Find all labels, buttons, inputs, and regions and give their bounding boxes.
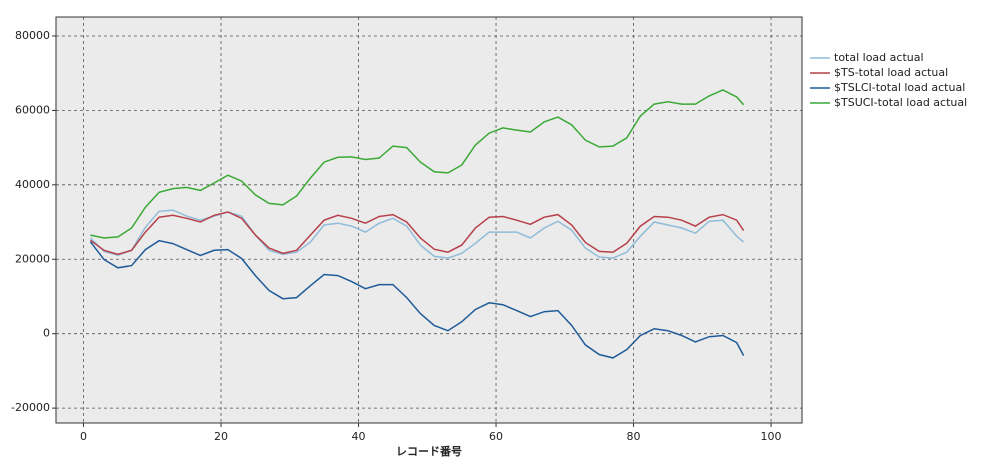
series-line (89, 211, 745, 256)
y-tick-label: 40000 (15, 178, 50, 191)
y-tick-label: 0 (43, 327, 50, 340)
series-line (89, 239, 745, 359)
y-tick-label: 20000 (15, 252, 50, 265)
plot-border (55, 16, 803, 424)
legend-label: $TSUCI-total load actual (834, 96, 967, 109)
series-line (89, 209, 745, 259)
x-tick-label: 100 (761, 430, 782, 443)
legend-label: $TS-total load actual (834, 66, 948, 79)
x-tick-label: 20 (214, 430, 228, 443)
plot-area (56, 17, 802, 423)
x-tick-label: 60 (489, 430, 503, 443)
series-line (90, 89, 745, 239)
legend-label: total load actual (834, 51, 924, 64)
x-axis-label: レコード番号 (396, 444, 462, 458)
x-tick-label: 80 (627, 430, 641, 443)
x-tick-label: 40 (352, 430, 366, 443)
y-tick-label: 80000 (15, 29, 50, 42)
y-tick-label: -20000 (11, 401, 50, 414)
x-tick-label: 0 (80, 430, 87, 443)
legend-label: $TSLCI-total load actual (834, 81, 965, 94)
y-tick-label: 60000 (15, 103, 50, 116)
